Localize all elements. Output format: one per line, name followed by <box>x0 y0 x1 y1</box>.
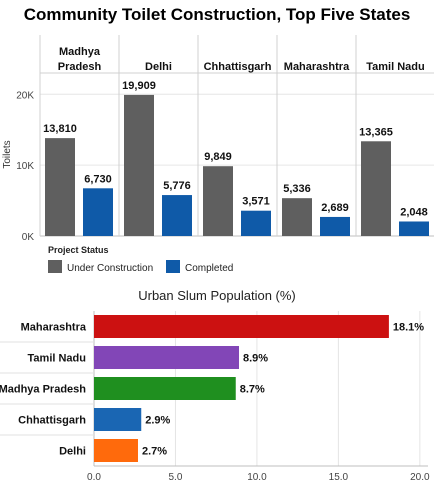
category-label: Delhi <box>59 446 86 458</box>
toilet-construction-chart: 0K 10K 20K Toilets Madhya Pradesh Delhi Chhatti… <box>2 35 434 243</box>
bar-value-label: 5,336 <box>283 183 311 195</box>
bar-value-label: 2,689 <box>321 202 349 214</box>
x-tick-label: 10.0 <box>247 472 267 483</box>
bar-value-label: 13,365 <box>359 126 393 138</box>
x-tick-label: 20.0 <box>410 472 430 483</box>
bar-under-construction <box>282 198 312 236</box>
bar-completed <box>83 188 113 236</box>
legend-swatch <box>48 260 62 273</box>
slum-population-bar <box>94 315 389 338</box>
y-tick-label: 10K <box>16 161 34 172</box>
bar-completed <box>241 210 271 236</box>
bar-completed <box>320 216 350 236</box>
bar-under-construction <box>124 94 154 236</box>
bar-value-label: 9,849 <box>204 151 232 163</box>
slum-chart-title: Urban Slum Population (%) <box>138 288 296 303</box>
slum-population-bar <box>94 346 240 369</box>
slum-population-bar <box>94 377 236 400</box>
y-axis-label: Toilets <box>2 140 13 168</box>
bar-value-label: 19,909 <box>122 80 156 92</box>
bar-value-label: 2.7% <box>142 446 167 458</box>
bar-completed <box>162 195 192 236</box>
legend-title: Project Status <box>48 245 109 255</box>
category-label: Tamil Nadu <box>28 353 86 365</box>
bar-value-label: 18.1% <box>393 322 424 334</box>
category-header-label: Delhi <box>145 61 172 73</box>
bar-under-construction <box>203 166 233 236</box>
legend-entry-label: Under Construction <box>67 263 153 274</box>
main-chart-title: Community Toilet Construction, Top Five … <box>24 5 411 24</box>
category-header-label: Tamil Nadu <box>366 61 424 73</box>
y-tick-label: 0K <box>22 232 35 243</box>
bar-value-label: 2.9% <box>145 415 170 427</box>
slum-population-bar <box>94 408 142 431</box>
bar-value-label: 3,571 <box>242 196 270 208</box>
bar-value-label: 8.9% <box>243 353 268 365</box>
category-header-label: Chhattisgarh <box>204 61 272 73</box>
urban-slum-population-chart: 0.0 5.0 10.0 15.0 20.0 Maharashtra 18.1% Tamil … <box>0 311 430 483</box>
legend-entry-label: Completed <box>185 263 233 274</box>
x-tick-label: 5.0 <box>169 472 183 483</box>
slum-population-bar <box>94 439 138 462</box>
bar-value-label: 5,776 <box>163 180 191 192</box>
category-header-label: Maharashtra <box>284 61 350 73</box>
category-label: Madhya Pradesh <box>0 384 86 396</box>
bar-value-label: 2,048 <box>400 206 428 218</box>
category-label: Maharashtra <box>21 322 87 334</box>
bar-under-construction <box>45 138 75 236</box>
y-tick-label: 20K <box>16 90 34 101</box>
bar-value-label: 8.7% <box>240 384 265 396</box>
category-label: Chhattisgarh <box>18 415 86 427</box>
x-tick-label: 0.0 <box>87 472 101 483</box>
bar-value-label: 13,810 <box>43 123 77 135</box>
x-tick-label: 15.0 <box>329 472 349 483</box>
category-header-label: Madhya <box>59 46 101 58</box>
bar-under-construction <box>361 141 391 236</box>
project-status-legend: Project Status Under Construction Complete… <box>48 245 233 274</box>
legend-swatch <box>166 260 180 273</box>
bar-value-label: 6,730 <box>84 173 112 185</box>
category-header-label: Pradesh <box>58 61 102 73</box>
bar-completed <box>399 221 429 236</box>
